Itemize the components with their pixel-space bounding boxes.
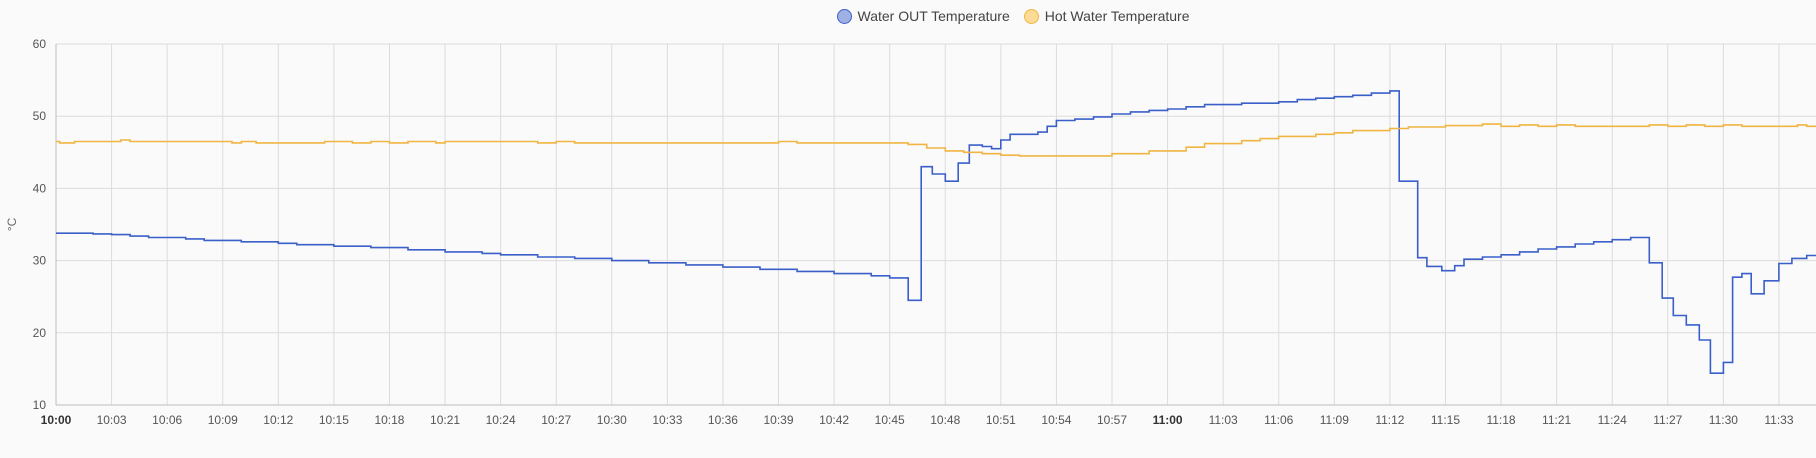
x-tick-label: 11:21 (1542, 413, 1571, 427)
series-line-0[interactable] (56, 90, 1816, 374)
x-tick-label: 10:42 (819, 413, 849, 427)
x-tick-label: 11:24 (1598, 413, 1627, 427)
x-tick-label: 11:33 (1764, 413, 1793, 427)
legend-label-hot-water: Hot Water Temperature (1044, 8, 1190, 24)
y-tick-label: 60 (33, 37, 47, 51)
x-tick-label: 11:12 (1375, 413, 1404, 427)
x-tick-label: 11:30 (1709, 413, 1738, 427)
legend-swatch-hot-water (1023, 8, 1039, 24)
x-tick-label: 10:00 (41, 413, 72, 427)
x-tick-label: 10:09 (208, 413, 238, 427)
x-tick-label: 10:24 (486, 413, 516, 427)
x-tick-label: 10:51 (986, 413, 1016, 427)
y-tick-label: 50 (33, 109, 47, 123)
x-tick-label: 10:33 (652, 413, 682, 427)
x-tick-label: 10:45 (875, 413, 905, 427)
legend-item-water-out[interactable]: Water OUT Temperature (836, 8, 1010, 24)
x-tick-label: 11:03 (1209, 413, 1238, 427)
y-tick-label: 30 (33, 254, 47, 268)
x-tick-label: 11:09 (1320, 413, 1349, 427)
x-tick-label: 10:57 (1097, 413, 1127, 427)
legend-swatch-water-out (836, 8, 852, 24)
legend-label-water-out: Water OUT Temperature (857, 8, 1010, 24)
series-lines (56, 90, 1816, 374)
x-tick-label: 11:06 (1264, 413, 1293, 427)
x-tick-label: 11:27 (1653, 413, 1682, 427)
series-line-1[interactable] (56, 123, 1816, 157)
x-tick-label: 10:06 (152, 413, 182, 427)
x-tick-label: 10:54 (1041, 413, 1071, 427)
y-axis-label: °C (5, 217, 19, 231)
x-tick-label: 11:15 (1431, 413, 1460, 427)
x-tick-label: 10:39 (764, 413, 794, 427)
x-tick-label: 10:18 (374, 413, 404, 427)
x-tick-label: 10:03 (97, 413, 127, 427)
y-tick-label: 10 (33, 398, 47, 412)
x-tick-label: 10:48 (930, 413, 960, 427)
x-tick-label: 10:36 (708, 413, 738, 427)
legend-item-hot-water[interactable]: Hot Water Temperature (1023, 8, 1190, 24)
chart-legend: Water OUT Temperature Hot Water Temperat… (0, 8, 1816, 24)
x-tick-label: 10:21 (430, 413, 460, 427)
x-tick-label: 10:15 (319, 413, 349, 427)
y-tick-label: 20 (33, 326, 47, 340)
x-axis: 10:00 10:03 10:06 10:09 10:12 10:15 10:18 10:21… (41, 404, 1816, 427)
x-tick-label: 10:27 (541, 413, 571, 427)
grid-lines (55, 43, 1816, 406)
x-tick-label: 11:18 (1486, 413, 1515, 427)
y-tick-label: 40 (33, 181, 47, 195)
x-tick-label: 10:30 (597, 413, 627, 427)
y-axis: 10 20 30 40 50 60 (33, 37, 57, 412)
x-tick-label: 10:12 (263, 413, 293, 427)
x-tick-label: 11:00 (1153, 413, 1183, 427)
